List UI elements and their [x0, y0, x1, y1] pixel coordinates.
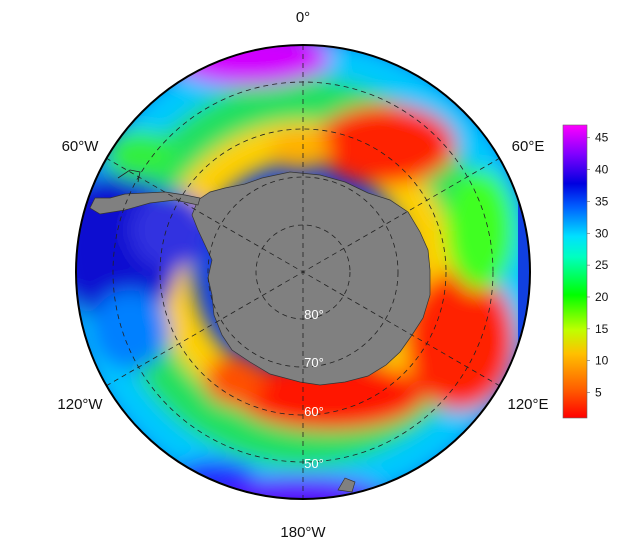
- lon-label-120e: 120°E: [507, 396, 548, 413]
- lon-label-0: 0°: [296, 9, 310, 26]
- colorbar-tick-label: 10: [595, 354, 609, 368]
- lon-label-120w: 120°W: [57, 396, 103, 413]
- colorbar-tick-label: 5: [595, 386, 602, 400]
- colorbar-tick-label: 40: [595, 163, 609, 177]
- antarctic-peninsula: [89, 191, 201, 215]
- colorbar-frame: [562, 124, 588, 419]
- antarctica-land: [191, 171, 431, 386]
- colorbar-ramp: [563, 125, 587, 418]
- lon-label-60w: 60°W: [62, 138, 100, 155]
- colorbar-tick-label: 30: [595, 226, 609, 240]
- lat-label-50: 50°: [304, 456, 324, 471]
- colorbar-tick-label: 20: [595, 290, 609, 304]
- lon-label-60e: 60°E: [512, 138, 545, 155]
- map-frame: [75, 44, 531, 500]
- longitude-labels: 0° 60°E 120°E 180°W 120°W 60°W: [57, 9, 548, 541]
- colorbar-tick-label: 45: [595, 131, 609, 145]
- island-south-pacific: [337, 477, 356, 493]
- colorbar-tick-label: 25: [595, 258, 609, 272]
- lat-label-60: 60°: [304, 404, 324, 419]
- lon-label-180w: 180°W: [280, 524, 326, 541]
- colorbar-tick-label: 15: [595, 322, 609, 336]
- lat-label-80: 80°: [304, 307, 324, 322]
- colorbar-tick-label: 35: [595, 194, 609, 208]
- colorbar: 5 10 15 20 25 30 35 40 45: [562, 124, 609, 419]
- lat-label-70: 70°: [304, 355, 324, 370]
- graticule: [105, 45, 501, 499]
- latitude-labels: 80° 70° 60° 50°: [304, 307, 324, 471]
